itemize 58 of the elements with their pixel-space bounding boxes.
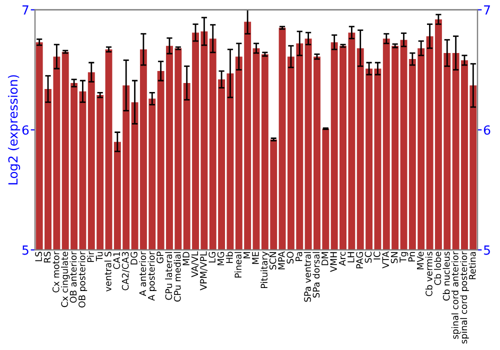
x-tick-label: Cb lobe: [434, 252, 442, 286]
x-tick-label: Cx motor: [52, 251, 60, 292]
x-tick-label: Tu: [96, 252, 103, 262]
x-tick-label: MPA: [278, 251, 285, 270]
x-tick-label: DM: [322, 252, 328, 266]
x-tick-label: MVe: [417, 252, 424, 270]
x-tick-label: MG: [217, 252, 224, 266]
x-tick-label: PAG: [356, 252, 363, 268]
x-tick-label: Pituitary: [260, 252, 270, 288]
x-tick-label: Cb vermis: [425, 252, 432, 296]
x-tick-label: VMH: [330, 252, 337, 272]
x-tick-label: M: [243, 252, 250, 258]
x-tick-label: Arc: [338, 252, 346, 266]
x-tick-label: ME: [252, 252, 259, 264]
x-tick-label: OB anterior: [70, 251, 77, 303]
x-tick-label: LS: [35, 252, 42, 262]
x-tick-label: CA1: [113, 252, 120, 270]
x-tick-label: CPu medial: [174, 252, 181, 302]
x-tick-label: MD: [182, 252, 190, 266]
x-tick-label: CA2/CA3: [122, 252, 130, 290]
x-tick-label: GP: [156, 252, 164, 264]
x-tick-label: Tg: [400, 252, 408, 263]
x-tick-label: ventral S: [104, 252, 112, 292]
x-tick-label: SPa dorsal: [312, 252, 320, 298]
y-tick-label: 5: [22, 246, 28, 255]
x-tick-label: DG: [130, 252, 138, 264]
x-tick-label: OB posterior: [78, 251, 88, 308]
x-tick-label: VTA: [382, 251, 389, 268]
x-tick-label: SN: [390, 252, 398, 264]
x-tick-label: Pn: [408, 252, 415, 262]
x-tick-label: LH: [348, 252, 354, 262]
x-tick-label: SO: [286, 252, 294, 264]
y2-tick-label: 6: [484, 125, 490, 135]
x-tick-label: A anterior: [139, 251, 146, 296]
y2-tick-label: 7: [484, 5, 490, 15]
x-tick-label: spinal cord anterior: [451, 251, 460, 339]
y-axis-title: Log2 (expression): [8, 75, 20, 184]
x-tick-label: Pa: [296, 252, 302, 261]
x-tick-label: CPu lateral: [165, 252, 172, 300]
x-tick-label: Cb nucleus: [442, 252, 450, 301]
x-tick-label: RS: [44, 252, 51, 262]
y-tick-label: 6: [22, 125, 29, 135]
x-tick-label: spinal cord posterior: [460, 251, 469, 344]
x-tick-label: Hb: [226, 252, 233, 263]
x-tick-label: Retina: [468, 252, 476, 280]
x-tick-label: Cx cingulate: [61, 252, 70, 308]
x-tick-label: SC: [364, 252, 372, 263]
x-tick-label: SPa ventral: [304, 252, 311, 302]
y-tick-label: 7: [22, 5, 28, 15]
x-tick-label: Pir: [87, 251, 94, 262]
x-tick-label: LG: [208, 252, 216, 262]
x-tick-label: VA/VL: [191, 251, 199, 278]
y2-tick-label: 5: [484, 246, 490, 255]
x-tick-label: Pineal: [234, 252, 242, 278]
x-tick-label: A posterior: [148, 251, 156, 301]
x-tick-label: VPM/VPL: [200, 251, 208, 290]
x-tick-label: SCN: [269, 252, 276, 270]
x-tick-label: IC: [374, 252, 380, 260]
